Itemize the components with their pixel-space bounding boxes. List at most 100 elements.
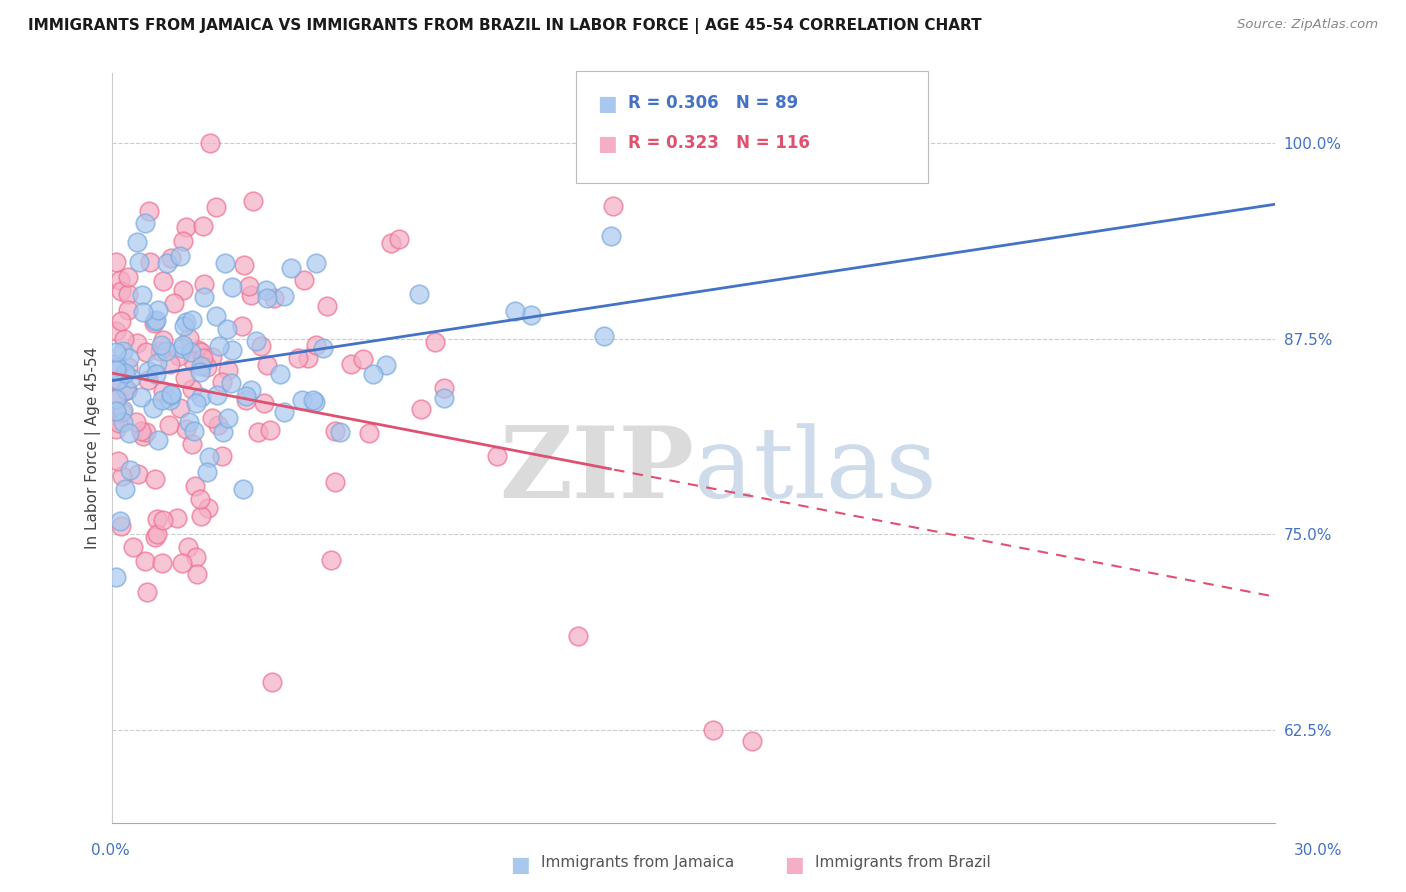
Point [150, 556, 173, 570]
Point [411, 402, 433, 417]
Point [193, 290, 215, 304]
Point [177, 415, 200, 429]
Point [207, 388, 229, 402]
Point [408, 286, 430, 301]
Point [190, 390, 212, 404]
Point [139, 255, 162, 269]
Point [105, 325, 128, 339]
Point [302, 393, 325, 408]
Point [195, 465, 218, 479]
Point [235, 389, 257, 403]
Point [135, 344, 157, 359]
Point [173, 371, 195, 385]
Point [592, 328, 614, 343]
Point [127, 467, 149, 482]
Point [172, 338, 194, 352]
Point [110, 518, 132, 533]
Text: Immigrants from Jamaica: Immigrants from Jamaica [541, 855, 734, 870]
Point [253, 396, 276, 410]
Point [247, 425, 270, 440]
Point [325, 424, 347, 438]
Point [159, 251, 181, 265]
Point [136, 584, 159, 599]
Point [181, 382, 204, 396]
Point [205, 200, 228, 214]
Point [131, 429, 153, 443]
Text: Source: ZipAtlas.com: Source: ZipAtlas.com [1237, 18, 1378, 31]
Point [152, 334, 174, 348]
Point [432, 391, 454, 405]
Point [231, 318, 253, 333]
Text: R = 0.306   N = 89: R = 0.306 N = 89 [628, 94, 799, 112]
Point [263, 291, 285, 305]
Point [167, 349, 190, 363]
Point [132, 305, 155, 319]
Point [117, 303, 139, 318]
Point [142, 401, 165, 415]
Point [567, 629, 589, 643]
Point [157, 418, 180, 433]
Point [217, 410, 239, 425]
Point [152, 274, 174, 288]
Text: ■: ■ [598, 134, 617, 153]
Point [105, 344, 128, 359]
Point [186, 549, 208, 564]
Point [163, 295, 186, 310]
Point [249, 339, 271, 353]
Point [214, 256, 236, 270]
Point [131, 288, 153, 302]
Point [239, 287, 262, 301]
Point [159, 393, 181, 408]
Point [152, 513, 174, 527]
Point [111, 402, 134, 417]
Point [180, 313, 202, 327]
Point [287, 351, 309, 365]
Point [387, 232, 409, 246]
Point [486, 450, 509, 464]
Point [172, 283, 194, 297]
Point [352, 352, 374, 367]
Point [114, 332, 136, 346]
Point [602, 199, 624, 213]
Point [180, 345, 202, 359]
Point [105, 392, 128, 406]
Point [702, 723, 724, 737]
Point [173, 318, 195, 333]
Point [520, 308, 543, 322]
Point [105, 373, 128, 387]
Point [197, 450, 219, 465]
Point [107, 391, 129, 405]
Point [105, 360, 128, 375]
Point [183, 354, 205, 368]
Point [105, 255, 128, 269]
Point [118, 426, 141, 441]
Text: R = 0.323   N = 116: R = 0.323 N = 116 [628, 134, 810, 152]
Point [105, 422, 128, 436]
Point [170, 341, 193, 355]
Y-axis label: In Labor Force | Age 45-54: In Labor Force | Age 45-54 [86, 347, 101, 549]
Text: IMMIGRANTS FROM JAMAICA VS IMMIGRANTS FROM BRAZIL IN LABOR FORCE | AGE 45-54 COR: IMMIGRANTS FROM JAMAICA VS IMMIGRANTS FR… [28, 18, 981, 34]
Point [107, 389, 129, 403]
Point [117, 270, 139, 285]
Point [105, 363, 128, 377]
Point [145, 530, 167, 544]
Point [374, 358, 396, 372]
Point [174, 220, 197, 235]
Point [423, 334, 446, 349]
Point [172, 235, 194, 249]
Point [269, 368, 291, 382]
Point [219, 376, 242, 391]
Point [112, 343, 135, 358]
Point [238, 278, 260, 293]
Text: Immigrants from Brazil: Immigrants from Brazil [815, 855, 991, 870]
Point [134, 554, 156, 568]
Point [125, 415, 148, 429]
Point [143, 314, 166, 328]
Point [156, 256, 179, 270]
Point [329, 425, 352, 440]
Point [110, 514, 132, 528]
Point [110, 284, 132, 298]
Point [291, 393, 314, 408]
Text: ZIP: ZIP [499, 422, 695, 519]
Text: ■: ■ [785, 855, 804, 874]
